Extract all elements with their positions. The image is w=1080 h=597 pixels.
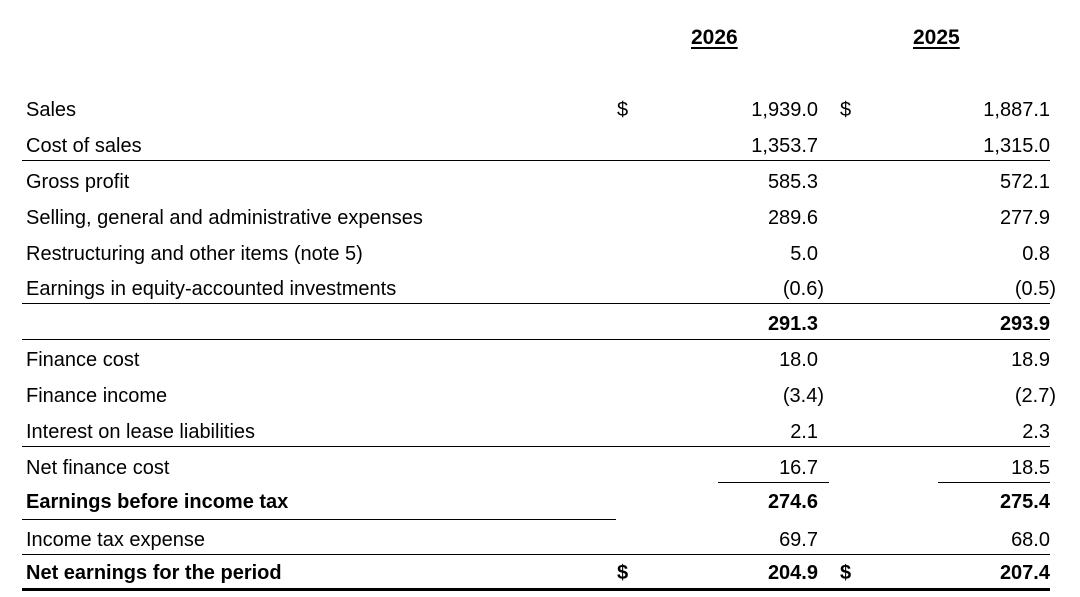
value-2025: 572.1 — [999, 171, 1050, 193]
value-2026: (3.4) — [782, 385, 824, 407]
double-underline — [22, 588, 1050, 591]
currency-symbol: $ — [840, 99, 852, 121]
value-2025: 2.3 — [1022, 421, 1050, 443]
row-sga-expenses: Selling, general and administrative expe… — [0, 200, 1080, 236]
divider — [718, 482, 829, 483]
row-label: Interest on lease liabilities — [26, 421, 256, 443]
divider — [22, 160, 1050, 161]
value-2026: 1,939.0 — [751, 99, 818, 121]
row-lease-interest: Interest on lease liabilities 2.1 2.3 — [0, 414, 1080, 450]
row-label: Sales — [26, 99, 77, 121]
value-2025: 207.4 — [999, 562, 1050, 584]
value-2026: 1,353.7 — [751, 135, 818, 157]
row-gross-profit: Gross profit 585.3 572.1 — [0, 164, 1080, 200]
row-finance-income: Finance income (3.4) (2.7) — [0, 378, 1080, 414]
value-2025: 293.9 — [999, 313, 1050, 335]
row-net-finance-cost: Net finance cost 16.7 18.5 — [0, 450, 1080, 486]
row-cost-of-sales: Cost of sales 1,353.7 1,315.0 — [0, 128, 1080, 164]
row-label: Earnings in equity-accounted investments — [26, 278, 397, 300]
row-label: Net finance cost — [26, 457, 170, 479]
row-operating-subtotal: 291.3 293.9 — [0, 306, 1080, 342]
value-2025: 1,315.0 — [983, 135, 1050, 157]
value-2025: 18.5 — [1011, 457, 1050, 479]
value-2025: 68.0 — [1011, 529, 1050, 551]
divider — [22, 554, 1050, 555]
currency-symbol: $ — [840, 562, 852, 584]
currency-symbol: $ — [617, 99, 629, 121]
row-label: Income tax expense — [26, 529, 205, 551]
value-2026: 289.6 — [767, 207, 818, 229]
row-equity-earnings: Earnings in equity-accounted investments… — [0, 271, 1080, 307]
value-2026: (0.6) — [782, 278, 824, 300]
row-sales: Sales $ 1,939.0 $ 1,887.1 — [0, 92, 1080, 128]
value-2025: 18.9 — [1011, 349, 1050, 371]
value-2025: 0.8 — [1022, 243, 1050, 265]
row-label: Finance cost — [26, 349, 140, 371]
row-label: Gross profit — [26, 171, 130, 193]
row-label: Finance income — [26, 385, 168, 407]
value-2026: 274.6 — [767, 491, 818, 513]
row-earnings-before-tax: Earnings before income tax 274.6 275.4 — [0, 484, 1080, 520]
value-2025: 1,887.1 — [983, 99, 1050, 121]
value-2025: 275.4 — [999, 491, 1050, 513]
divider — [938, 482, 1050, 483]
currency-symbol: $ — [617, 562, 629, 584]
divider — [22, 339, 1050, 340]
column-header-2025: 2025 — [913, 26, 960, 49]
value-2026: 5.0 — [790, 243, 818, 265]
value-2025: 277.9 — [999, 207, 1050, 229]
value-2025: (0.5) — [1014, 278, 1056, 300]
value-2026: 16.7 — [779, 457, 818, 479]
row-label: Net earnings for the period — [26, 562, 282, 584]
column-header-2026: 2026 — [691, 26, 738, 49]
divider — [22, 303, 1050, 304]
divider — [22, 519, 616, 520]
row-net-earnings: Net earnings for the period $ 204.9 $ 20… — [0, 555, 1080, 591]
row-label: Restructuring and other items (note 5) — [26, 243, 363, 265]
value-2026: 204.9 — [767, 562, 818, 584]
row-finance-cost: Finance cost 18.0 18.9 — [0, 342, 1080, 378]
value-2026: 585.3 — [767, 171, 818, 193]
value-2026: 291.3 — [767, 313, 818, 335]
row-label: Earnings before income tax — [26, 491, 289, 513]
row-label: Cost of sales — [26, 135, 142, 157]
divider — [22, 446, 1050, 447]
value-2026: 69.7 — [779, 529, 818, 551]
value-2026: 2.1 — [790, 421, 818, 443]
row-label: Selling, general and administrative expe… — [26, 207, 423, 229]
value-2026: 18.0 — [779, 349, 818, 371]
row-restructuring: Restructuring and other items (note 5) 5… — [0, 236, 1080, 272]
value-2025: (2.7) — [1014, 385, 1056, 407]
row-income-tax: Income tax expense 69.7 68.0 — [0, 522, 1080, 558]
